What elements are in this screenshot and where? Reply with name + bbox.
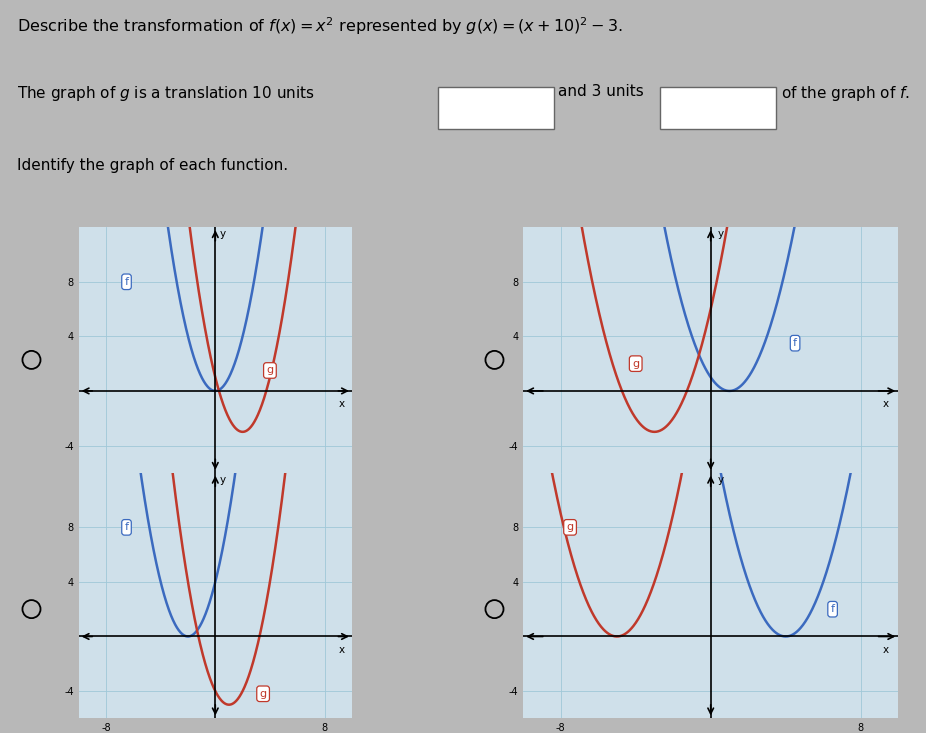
Text: y: y xyxy=(220,475,226,485)
Text: g: g xyxy=(259,689,267,699)
Text: x: x xyxy=(339,399,345,409)
Text: f: f xyxy=(124,277,129,287)
Text: v: v xyxy=(529,103,536,113)
Text: g: g xyxy=(567,523,573,532)
Text: x: x xyxy=(882,399,889,409)
Text: x: x xyxy=(882,645,889,655)
FancyBboxPatch shape xyxy=(660,87,776,128)
FancyBboxPatch shape xyxy=(438,87,554,128)
Text: The graph of $g$ is a translation 10 units: The graph of $g$ is a translation 10 uni… xyxy=(17,84,315,103)
Text: g: g xyxy=(632,358,639,369)
Text: f: f xyxy=(831,604,834,614)
Text: v: v xyxy=(751,103,758,113)
Text: y: y xyxy=(718,229,723,239)
Text: Identify the graph of each function.: Identify the graph of each function. xyxy=(17,158,288,173)
Text: x: x xyxy=(339,645,345,655)
Text: and 3 units: and 3 units xyxy=(558,84,644,98)
Text: y: y xyxy=(718,475,723,485)
Text: Describe the transformation of $f(x) = x^2$ represented by $g(x) = (x + 10)^2 - : Describe the transformation of $f(x) = x… xyxy=(17,15,622,37)
Text: of the graph of $f$.: of the graph of $f$. xyxy=(781,84,909,103)
Text: y: y xyxy=(220,229,226,239)
Text: g: g xyxy=(267,366,273,375)
Text: f: f xyxy=(124,523,129,532)
Text: f: f xyxy=(793,338,797,348)
